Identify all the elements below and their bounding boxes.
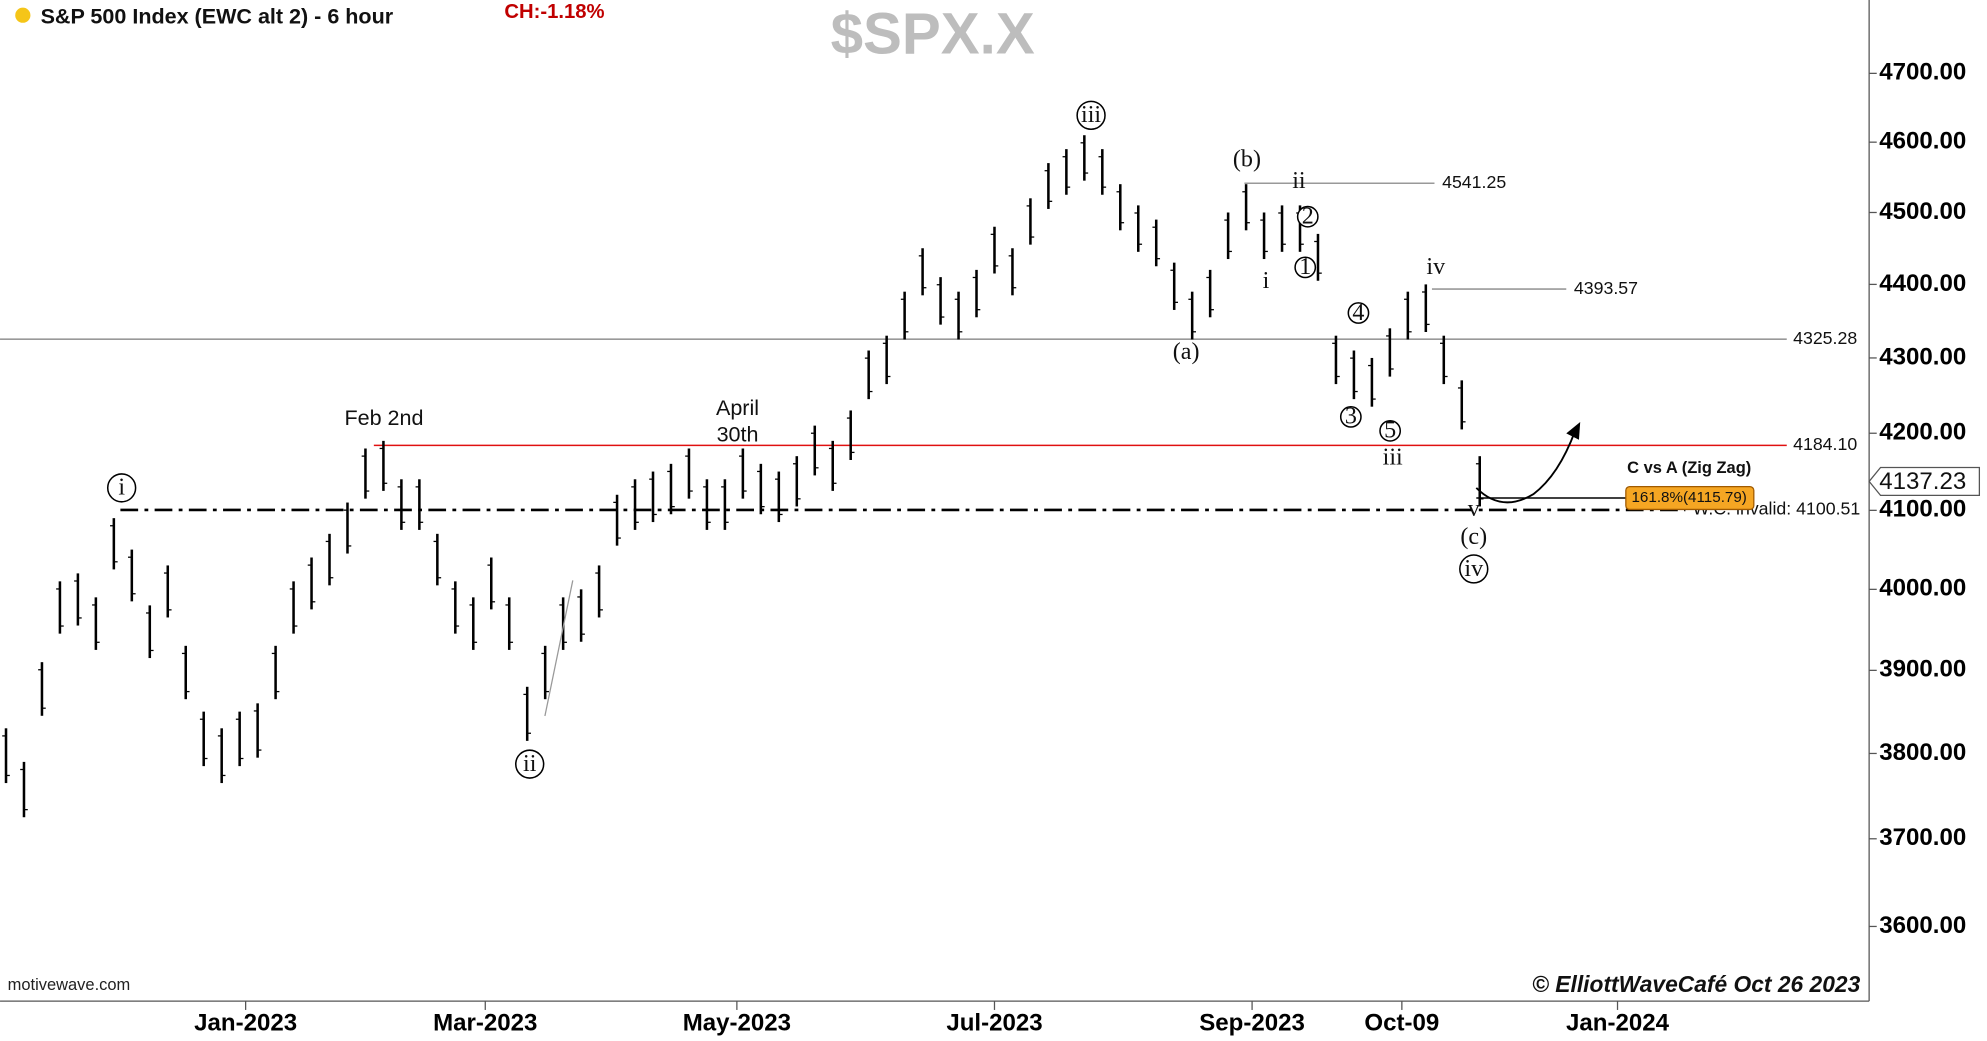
wave-label: (a) xyxy=(1173,339,1200,365)
wave-label: 5 xyxy=(1384,418,1396,444)
level-label: 4541.25 xyxy=(1442,172,1506,192)
wave-circle xyxy=(1379,419,1402,442)
last-price-label: 4137.23 xyxy=(1879,468,1966,495)
wave-label: ii xyxy=(1292,168,1306,194)
wave-label: iii xyxy=(1081,102,1101,128)
x-tick-label: Sep-2023 xyxy=(1199,1009,1305,1036)
watermark-title: $SPX.X xyxy=(831,1,1035,66)
wave-label: 30th xyxy=(717,423,759,447)
wave-label: 1 xyxy=(1299,254,1311,280)
last-price-marker xyxy=(1868,466,1981,496)
y-tick-label: 4000.00 xyxy=(1879,575,1966,602)
wave-circle xyxy=(1296,205,1319,228)
wave-label: 2 xyxy=(1302,203,1314,229)
fib-box xyxy=(1625,486,1755,511)
wave-label: (c) xyxy=(1460,524,1487,550)
trend-line xyxy=(544,580,574,717)
header: S&P 500 Index (EWC alt 2) - 6 hour xyxy=(41,4,394,28)
x-tick-label: Mar-2023 xyxy=(433,1009,537,1036)
y-tick-label: 3600.00 xyxy=(1879,912,1966,939)
wave-circle xyxy=(1459,554,1489,584)
wave-circle xyxy=(1076,100,1106,131)
wave-label: ii xyxy=(523,751,537,777)
projection-arrow xyxy=(1475,430,1577,504)
x-tick-label: Oct-09 xyxy=(1364,1009,1439,1036)
y-tick-label: 4500.00 xyxy=(1879,198,1966,225)
wave-label: 4 xyxy=(1352,300,1364,326)
wave-label: Feb 2nd xyxy=(344,406,423,430)
credit: © ElliottWaveCafé Oct 26 2023 xyxy=(1532,971,1860,997)
source: motivewave.com xyxy=(8,976,131,994)
wave-circle xyxy=(1347,302,1370,324)
wave-circle xyxy=(106,473,137,503)
wave-label: iii xyxy=(1383,444,1403,470)
x-tick-label: Jan-2023 xyxy=(194,1009,297,1036)
level-label: 4325.28 xyxy=(1793,328,1857,348)
fib-label: 161.8%(4115.79) xyxy=(1631,489,1746,506)
y-tick-label: 4600.00 xyxy=(1879,128,1966,155)
y-tick-label: 4300.00 xyxy=(1879,343,1966,370)
x-tick-label: May-2023 xyxy=(683,1009,791,1036)
fib-title: C vs A (Zig Zag) xyxy=(1627,459,1751,477)
x-tick-label: Jan-2024 xyxy=(1566,1009,1670,1036)
wave-label: (b) xyxy=(1233,146,1261,172)
level-label: 4393.57 xyxy=(1574,278,1638,298)
arrow-head xyxy=(1566,421,1581,440)
x-tick-label: Jul-2023 xyxy=(946,1009,1042,1036)
y-tick-label: 3700.00 xyxy=(1879,824,1966,851)
wave-label: iv xyxy=(1426,254,1446,280)
y-tick-label: 3800.00 xyxy=(1879,739,1966,766)
wave-label: v xyxy=(1468,496,1481,522)
wave-circle xyxy=(1294,256,1317,279)
wave-circle xyxy=(515,749,545,779)
y-tick-label: 4100.00 xyxy=(1879,496,1966,523)
y-tick-label: 4700.00 xyxy=(1879,59,1966,86)
wave-label: i xyxy=(118,475,125,501)
wave-circle xyxy=(1339,406,1362,428)
status-dot xyxy=(15,7,31,23)
wave-label: iv xyxy=(1464,556,1484,582)
y-tick-label: 4400.00 xyxy=(1879,270,1966,297)
wave-label: 3 xyxy=(1345,404,1357,430)
y-tick-label: 4200.00 xyxy=(1879,419,1966,446)
level-label: 4184.10 xyxy=(1793,434,1857,454)
y-tick-label: 3900.00 xyxy=(1879,656,1966,683)
change: CH:-1.18% xyxy=(504,1,604,23)
wave-label: April xyxy=(716,396,759,420)
wave-label: i xyxy=(1263,268,1270,294)
